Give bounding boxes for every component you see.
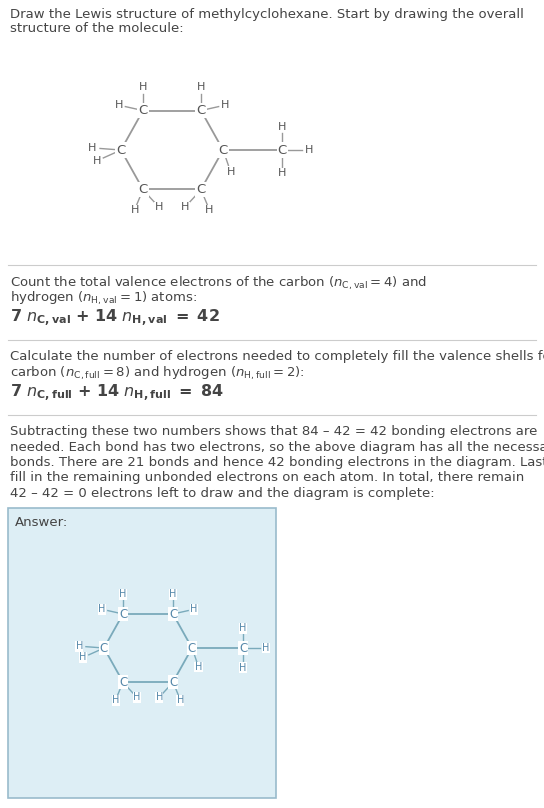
Text: H: H [177,695,184,705]
Text: H: H [131,205,139,216]
Text: H: H [205,205,214,216]
Text: C: C [138,183,147,196]
Text: H: H [98,604,106,614]
Text: H: H [226,167,235,177]
Text: Count the total valence electrons of the carbon ($n_{\mathrm{C,val}} = 4$) and: Count the total valence electrons of the… [10,275,427,292]
Text: $\mathbf{7}\ \mathbf{\mathit{n}}_{\mathbf{C,val}}\ \mathbf{+\ 14}\ \mathbf{\math: $\mathbf{7}\ \mathbf{\mathit{n}}_{\mathb… [10,308,220,330]
Text: C: C [119,608,127,621]
Text: H: H [112,695,120,705]
Text: H: H [278,168,286,178]
FancyBboxPatch shape [8,508,276,798]
Text: H: H [239,623,246,633]
Text: C: C [277,144,287,157]
Text: fill in the remaining unbonded electrons on each atom. In total, there remain: fill in the remaining unbonded electrons… [10,472,524,485]
Text: Answer:: Answer: [15,516,68,529]
Text: hydrogen ($n_{\mathrm{H,val}} = 1$) atoms:: hydrogen ($n_{\mathrm{H,val}} = 1$) atom… [10,290,197,307]
Text: structure of the molecule:: structure of the molecule: [10,22,184,35]
Text: H: H [139,82,147,92]
Text: C: C [239,642,247,654]
Text: H: H [76,641,83,651]
Text: H: H [79,653,87,663]
Text: needed. Each bond has two electrons, so the above diagram has all the necessary: needed. Each bond has two electrons, so … [10,440,544,453]
Text: bonds. There are 21 bonds and hence 42 bonding electrons in the diagram. Lastly,: bonds. There are 21 bonds and hence 42 b… [10,456,544,469]
Text: C: C [218,144,228,157]
Text: H: H [154,202,163,212]
Text: carbon ($n_{\mathrm{C,full}} = 8$) and hydrogen ($n_{\mathrm{H,full}} = 2$):: carbon ($n_{\mathrm{C,full}} = 8$) and h… [10,365,305,382]
Text: H: H [156,692,163,702]
Text: Subtracting these two numbers shows that 84 – 42 = 42 bonding electrons are: Subtracting these two numbers shows that… [10,425,537,438]
Text: C: C [169,675,177,688]
Text: C: C [138,104,147,117]
Text: C: C [196,104,206,117]
Text: C: C [116,144,126,157]
Text: C: C [188,642,196,654]
Text: Calculate the number of electrons needed to completely fill the valence shells f: Calculate the number of electrons needed… [10,350,544,363]
Text: H: H [133,692,140,702]
Text: H: H [197,82,205,92]
Text: C: C [196,183,206,196]
Text: H: H [190,604,197,614]
Text: C: C [100,642,108,654]
Text: H: H [239,663,246,673]
Text: H: H [115,100,123,110]
Text: H: H [278,122,286,132]
Text: H: H [181,202,189,212]
Text: H: H [119,589,127,599]
Text: $\mathbf{7}\ \mathbf{\mathit{n}}_{\mathbf{C,full}}\ \mathbf{+\ 14}\ \mathbf{\mat: $\mathbf{7}\ \mathbf{\mathit{n}}_{\mathb… [10,383,224,404]
Text: H: H [305,145,313,155]
Text: Draw the Lewis structure of methylcyclohexane. Start by drawing the overall: Draw the Lewis structure of methylcycloh… [10,8,524,21]
Text: H: H [195,662,202,672]
Text: H: H [221,100,230,110]
Text: H: H [262,643,269,653]
Text: 42 – 42 = 0 electrons left to draw and the diagram is complete:: 42 – 42 = 0 electrons left to draw and t… [10,487,435,500]
Text: H: H [169,589,177,599]
Text: H: H [88,143,96,153]
Text: C: C [169,608,177,621]
Text: H: H [92,156,101,166]
Text: C: C [119,675,127,688]
